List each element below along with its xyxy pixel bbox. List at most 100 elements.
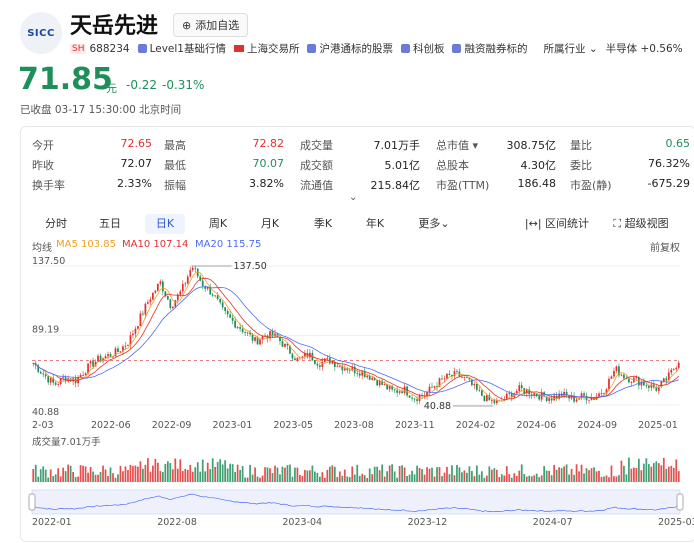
volume-bar xyxy=(79,465,82,482)
candle-body xyxy=(224,307,227,312)
volume-bar xyxy=(570,468,573,482)
tab-quarterly-k[interactable]: 季K xyxy=(313,217,333,230)
volume-bar xyxy=(523,474,526,482)
volume-bar xyxy=(620,460,623,482)
volume-bar xyxy=(154,459,157,482)
candle-body xyxy=(495,400,498,404)
volume-bar xyxy=(583,473,585,482)
candle-body xyxy=(615,366,618,371)
tab-intraday[interactable]: 分时 xyxy=(45,217,67,230)
tab-five-day[interactable]: 五日 xyxy=(99,217,121,230)
stat-value-5: 72.07 xyxy=(120,157,153,170)
volume-bar xyxy=(343,469,346,482)
volume-bar xyxy=(271,473,274,482)
stat-label-3: 总市值 ▾ xyxy=(436,139,479,152)
ma5-value: MA5 103.85 xyxy=(56,239,116,250)
candle-body xyxy=(69,378,72,382)
candle-body xyxy=(478,389,481,391)
candle-body xyxy=(431,386,433,388)
stat-value-3: 308.75亿 xyxy=(506,139,557,152)
candle-body xyxy=(226,311,229,315)
adjust-mode[interactable]: 前复权 xyxy=(650,243,680,254)
candle-body xyxy=(256,337,259,345)
candle-body xyxy=(152,292,154,300)
volume-bar xyxy=(326,469,329,482)
stat-value-14: -675.29 xyxy=(647,177,690,190)
tag-stock-connect[interactable]: 沪港通标的股票 xyxy=(307,41,393,56)
volume-bar xyxy=(423,474,426,482)
stat-value-12: 215.84亿 xyxy=(370,179,421,192)
candle-body xyxy=(279,337,281,342)
tab-monthly-k[interactable]: 月K xyxy=(260,217,280,230)
volume-bar xyxy=(550,475,553,482)
candle-body xyxy=(87,363,89,374)
range-stats-button[interactable]: |↔| 区间统计 xyxy=(524,217,590,230)
candle-body xyxy=(628,378,630,383)
candle-body xyxy=(510,392,513,398)
price-change-pct: -0.31% xyxy=(162,78,205,92)
volume-bar xyxy=(348,477,351,482)
candle-body xyxy=(64,377,67,382)
volume-bar xyxy=(127,469,129,482)
volume-bar xyxy=(184,468,187,482)
tab-yearly-k[interactable]: 年K xyxy=(365,217,385,230)
volume-bar xyxy=(600,476,603,482)
x-tick-label: 2022-06 xyxy=(91,420,131,431)
candle-body xyxy=(196,268,199,277)
candle-body xyxy=(271,331,274,337)
volume-bar xyxy=(109,467,112,482)
tag-exchange[interactable]: 上海交易所 xyxy=(233,41,299,56)
volume-bar xyxy=(363,475,366,482)
margin-icon xyxy=(452,44,462,53)
volume-bar xyxy=(328,466,331,482)
industry-dropdown[interactable]: 所属行业 ⌄ xyxy=(543,42,598,56)
volume-bar xyxy=(565,464,568,482)
candle-body xyxy=(39,371,42,374)
tag-margin[interactable]: 融资融券标的 xyxy=(452,41,527,56)
candle-body xyxy=(261,335,264,340)
volume-bar xyxy=(296,467,299,482)
stat-value-6: 70.07 xyxy=(252,157,285,170)
tag-star-market[interactable]: 科创板 xyxy=(400,41,444,56)
ma10-value: MA10 107.14 xyxy=(122,239,189,250)
candle-body xyxy=(236,327,239,328)
tab-more[interactable]: 更多⌄ xyxy=(418,217,450,230)
volume-bar xyxy=(416,465,418,482)
super-view-button[interactable]: ⛶ 超级视图 xyxy=(613,217,669,230)
volume-bar xyxy=(446,466,448,482)
candle-body xyxy=(540,392,543,400)
volume-bar xyxy=(605,475,608,482)
candle-body xyxy=(371,377,374,380)
candle-body xyxy=(518,385,521,392)
candle-body xyxy=(341,365,344,371)
volume-label: 成交量7.01万手 xyxy=(32,436,101,448)
add-watchlist-button[interactable]: ⊕ 添加自选 xyxy=(173,13,249,37)
volume-bar xyxy=(485,475,488,482)
candle-body xyxy=(558,393,560,399)
candle-body xyxy=(461,376,463,378)
candle-body xyxy=(416,399,418,401)
candle-body xyxy=(570,395,573,399)
candle-body xyxy=(520,385,523,389)
candle-body xyxy=(234,320,236,328)
tab-daily-k[interactable]: 日K xyxy=(145,214,185,234)
volume-bar xyxy=(575,464,578,482)
volume-bar xyxy=(211,458,214,482)
volume-bar xyxy=(642,463,645,482)
stat-label-9: 委比 xyxy=(570,159,592,172)
candle-body xyxy=(62,377,65,379)
candle-body xyxy=(176,294,179,301)
expand-stats-icon[interactable]: ⌄ xyxy=(349,192,358,203)
candle-body xyxy=(216,295,219,299)
tag-level1[interactable]: Level1基础行情 xyxy=(137,41,226,56)
tab-weekly-k[interactable]: 周K xyxy=(208,217,228,230)
candle-body xyxy=(456,371,458,372)
volume-bar xyxy=(388,465,391,482)
candle-body xyxy=(57,383,60,385)
candle-body xyxy=(49,377,52,383)
volume-bar xyxy=(525,476,528,482)
candle-body xyxy=(304,353,306,357)
candle-body xyxy=(117,348,119,352)
candle-body xyxy=(580,393,583,399)
